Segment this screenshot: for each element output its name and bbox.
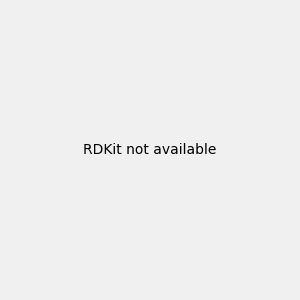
Text: RDKit not available: RDKit not available <box>83 143 217 157</box>
